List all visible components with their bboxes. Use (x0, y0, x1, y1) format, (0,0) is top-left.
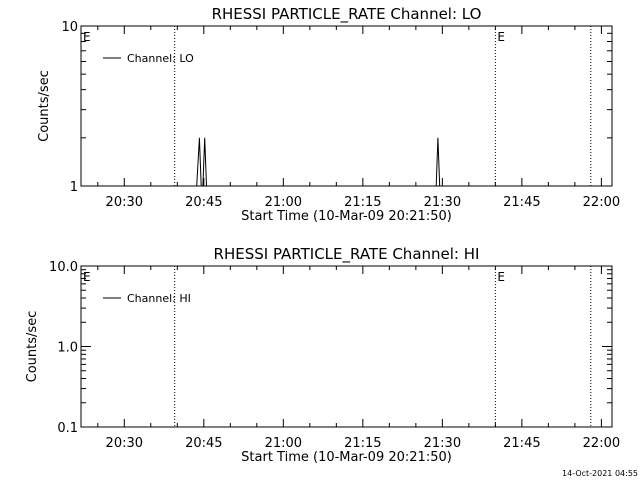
y-tick-label-1-1: 1.0 (57, 341, 78, 356)
x-tick-label-1-3: 21:15 (344, 436, 381, 451)
x-tick-label-1-1: 20:45 (185, 436, 222, 451)
plot-frame-1 (81, 266, 612, 427)
legend-entry-0: Channel: LO (127, 52, 194, 65)
start-marker-label-1: E (83, 270, 91, 284)
x-tick-label-1-0: 20:30 (106, 436, 143, 451)
x-tick-label-0-6: 22:00 (583, 195, 620, 210)
chart-title-1: RHESSI PARTICLE_RATE Channel: HI (214, 245, 480, 264)
x-tick-label-1-5: 21:45 (503, 436, 540, 451)
y-axis-label-0: Counts/sec (37, 70, 52, 142)
x-tick-label-0-1: 20:45 (185, 195, 222, 210)
x-tick-label-1-2: 21:00 (265, 436, 302, 451)
series-line-0-0 (197, 138, 440, 186)
y-axis-label-1: Counts/sec (25, 311, 40, 383)
x-tick-label-0-0: 20:30 (106, 195, 143, 210)
x-tick-label-0-4: 21:30 (424, 195, 461, 210)
chart-title-0: RHESSI PARTICLE_RATE Channel: LO (212, 5, 482, 24)
x-tick-label-0-2: 21:00 (265, 195, 302, 210)
start-marker-label-0: E (83, 30, 91, 44)
x-tick-label-0-3: 21:15 (344, 195, 381, 210)
y-tick-label-1-0: 0.1 (57, 421, 78, 436)
y-tick-label-0-1: 10 (61, 20, 78, 35)
legend-entry-1: Channel: HI (127, 292, 191, 305)
y-tick-label-1-2: 10.0 (49, 260, 78, 275)
plot-frame-0 (81, 26, 612, 186)
y-tick-label-0-0: 1 (70, 180, 78, 195)
vertical-marker-label-1-1: E (497, 270, 505, 284)
x-tick-label-1-4: 21:30 (424, 436, 461, 451)
footer-timestamp: 14-Oct-2021 04:55 (562, 469, 638, 478)
x-axis-label-0: Start Time (10-Mar-09 20:21:50) (241, 209, 452, 224)
x-tick-label-1-6: 22:00 (583, 436, 620, 451)
x-tick-label-0-5: 21:45 (503, 195, 540, 210)
x-axis-label-1: Start Time (10-Mar-09 20:21:50) (241, 450, 452, 465)
vertical-marker-label-0-1: E (497, 30, 505, 44)
